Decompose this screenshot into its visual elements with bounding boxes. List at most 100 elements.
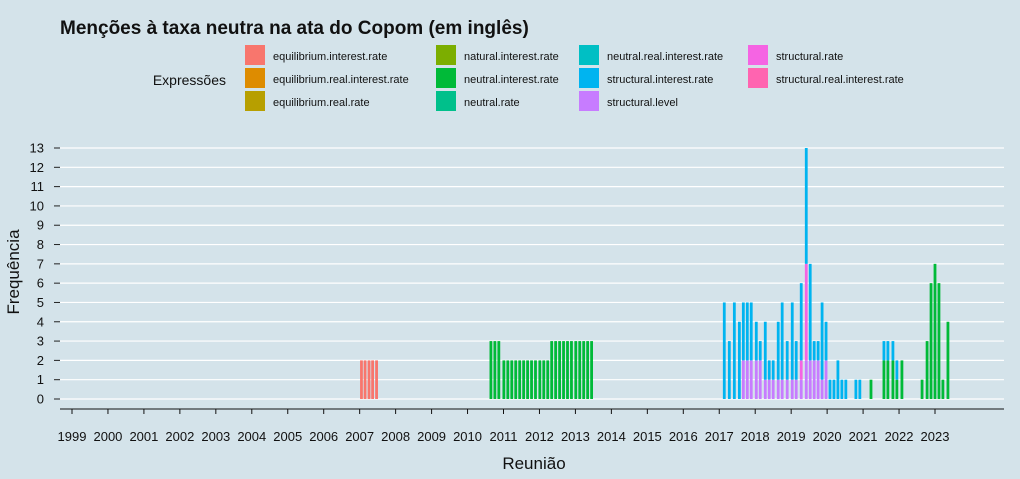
y-tick-label: 7 [37,256,44,271]
bar-segment [360,360,363,399]
legend-swatch [436,91,456,111]
bar-segment [785,379,789,399]
bar-segment [824,360,828,399]
bar-segment [900,360,904,399]
bar-segment [754,360,758,399]
x-axis-label: Reunião [502,454,565,473]
legend-entry-label: structural.rate [776,51,843,63]
bar-segment [510,360,514,399]
legend-entry-label: neutral.rate [464,97,520,109]
bar-segment [542,360,546,399]
bar-segment [840,379,844,399]
bar-segment [514,360,518,399]
bar-segment [895,379,899,399]
bar-segment [929,283,933,399]
bar-segment [794,341,798,380]
x-tick-label: 2017 [705,429,734,444]
bar-segment [493,341,497,399]
bar-segment [590,341,593,399]
x-tick-label: 2023 [921,429,950,444]
bar-segment [758,341,762,361]
bars [360,148,950,399]
bar-segment [732,302,736,399]
y-tick-label: 11 [31,179,45,194]
bar-segment [820,302,824,380]
x-tick-label: 2019 [777,429,806,444]
x-tick-label: 2010 [453,429,482,444]
x-tick-label: 2008 [381,429,410,444]
bar-segment [812,341,816,361]
bar-segment [745,302,749,361]
bar-segment [375,360,378,399]
bar-segment [586,341,590,399]
x-tick-label: 2012 [525,429,554,444]
bar-segment [925,341,929,399]
bar-segment [737,321,741,399]
bar-segment [363,360,367,399]
bar-segment [933,263,937,399]
y-tick-label: 12 [30,160,44,175]
bar-segment [497,341,501,399]
bar-segment [886,341,890,361]
bar-segment [882,360,886,399]
bar-segment [790,302,794,380]
x-tick-label: 2009 [417,429,446,444]
bar-segment [854,379,858,399]
x-tick-label: 2006 [309,429,338,444]
legend-entry-label: equilibrium.real.interest.rate [273,74,409,86]
bar-segment [489,341,493,399]
bar-segment [776,321,780,380]
bar-segment [367,360,371,399]
y-axis-label: Frequência [4,229,23,315]
bar-segment [946,321,950,399]
x-tick-label: 2015 [633,429,662,444]
legend-entry-label: structural.level [607,97,678,109]
x-tick-label: 2020 [813,429,842,444]
y-tick-label: 8 [37,237,44,252]
bar-segment [799,379,803,399]
bar-segment [895,360,899,380]
bar-segment [745,360,749,399]
x-tick-label: 2021 [849,429,878,444]
y-tick-label: 1 [37,372,44,387]
bar-segment [371,360,375,399]
bar-segment [808,360,812,399]
bar-segment [804,360,808,399]
y-tick-label: 10 [30,198,44,213]
bar-segment [780,302,784,380]
bar-segment [882,341,886,361]
x-tick-label: 2018 [741,429,770,444]
legend: equilibrium.interest.rate equilibrium.rea… [245,45,904,111]
bar-segment [816,360,820,399]
legend-entry-label: equilibrium.interest.rate [273,51,387,63]
bar-segment [844,379,848,399]
bar-segment [937,283,941,399]
bar-segment [804,263,808,361]
bar-segment [538,360,542,399]
y-tick-label: 4 [37,314,44,329]
bar-segment [749,302,753,361]
bar-segment [771,379,775,399]
bar-segment [785,341,789,380]
bar-segment [758,360,762,399]
x-tick-label: 2003 [201,429,230,444]
bar-segment [767,379,771,399]
bar-segment [869,379,873,399]
y-tick-label: 3 [37,334,44,349]
bar-segment [534,360,537,399]
bar-segment [526,360,529,399]
bar-segment [920,379,924,399]
bar-segment [522,360,526,399]
bar-segment [891,360,895,399]
x-tick-label: 2000 [93,429,122,444]
legend-swatch [436,45,456,65]
bar-segment [816,341,820,361]
bar-segment [566,341,569,399]
bar-segment [754,321,758,361]
bar-segment [812,360,816,399]
bar-segment [546,360,550,399]
bar-segment [763,321,767,380]
legend-swatch [748,68,768,88]
